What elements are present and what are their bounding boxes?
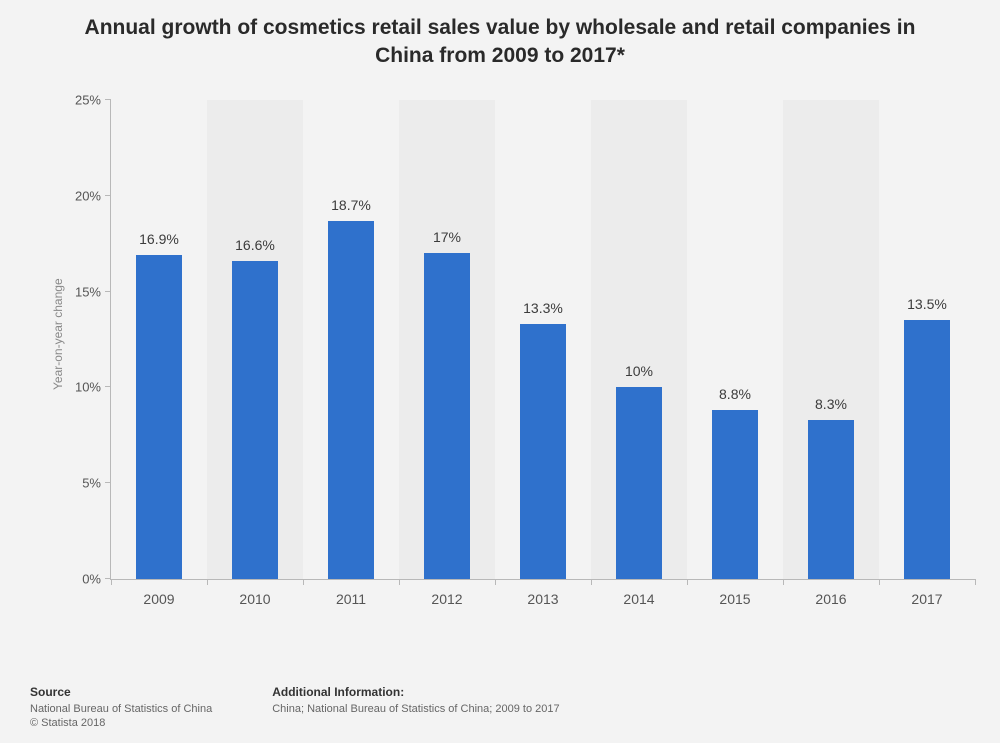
info-line: China; National Bureau of Statistics of … [272, 703, 559, 715]
source-line: © Statista 2018 [30, 717, 212, 729]
x-tick-mark [879, 579, 880, 585]
x-tick-mark [591, 579, 592, 585]
x-tick-mark [111, 579, 112, 585]
x-tick-mark [303, 579, 304, 585]
y-tick-mark [105, 99, 111, 100]
bar: 13.3% [520, 324, 566, 579]
x-tick-label: 2011 [336, 591, 366, 607]
bar-value-label: 13.3% [523, 300, 563, 316]
bar: 18.7% [328, 221, 374, 579]
x-tick-mark [687, 579, 688, 585]
bar-value-label: 8.3% [815, 396, 847, 412]
x-tick-label: 2014 [623, 591, 654, 607]
y-tick-label: 25% [75, 93, 101, 108]
bar: 16.6% [232, 261, 278, 579]
chart-area: Year-on-year change 0%5%10%15%20%25%16.9… [50, 90, 985, 630]
bar-value-label: 16.9% [139, 231, 179, 247]
bar-value-label: 18.7% [331, 197, 371, 213]
y-tick-mark [105, 482, 111, 483]
bar: 16.9% [136, 255, 182, 579]
additional-info-block: Additional Information: China; National … [272, 685, 559, 729]
bar-value-label: 8.8% [719, 386, 751, 402]
bar: 13.5% [904, 320, 950, 579]
source-heading: Source [30, 685, 212, 699]
bar-value-label: 17% [433, 229, 461, 245]
y-tick-label: 0% [82, 572, 101, 587]
y-tick-label: 15% [75, 284, 101, 299]
plot-area: 0%5%10%15%20%25%16.9%200916.6%201018.7%2… [110, 100, 975, 580]
x-tick-mark [975, 579, 976, 585]
bar: 8.8% [712, 410, 758, 579]
bar-value-label: 16.6% [235, 237, 275, 253]
x-tick-label: 2017 [911, 591, 942, 607]
x-tick-mark [495, 579, 496, 585]
chart-container: Annual growth of cosmetics retail sales … [0, 0, 1000, 743]
chart-footer: Source National Bureau of Statistics of … [30, 685, 970, 729]
x-tick-label: 2016 [815, 591, 846, 607]
bar-value-label: 13.5% [907, 296, 947, 312]
bar: 8.3% [808, 420, 854, 579]
x-tick-label: 2009 [143, 591, 174, 607]
x-tick-label: 2013 [527, 591, 558, 607]
x-tick-label: 2010 [239, 591, 270, 607]
y-tick-label: 5% [82, 476, 101, 491]
chart-title: Annual growth of cosmetics retail sales … [0, 0, 1000, 71]
y-tick-mark [105, 386, 111, 387]
x-tick-mark [399, 579, 400, 585]
info-heading: Additional Information: [272, 685, 559, 699]
bar: 10% [616, 387, 662, 579]
y-tick-label: 10% [75, 380, 101, 395]
x-tick-label: 2012 [431, 591, 462, 607]
x-tick-mark [207, 579, 208, 585]
bar-value-label: 10% [625, 363, 653, 379]
y-tick-mark [105, 195, 111, 196]
y-tick-label: 20% [75, 188, 101, 203]
source-block: Source National Bureau of Statistics of … [30, 685, 212, 729]
x-tick-mark [783, 579, 784, 585]
bar: 17% [424, 253, 470, 579]
source-line: National Bureau of Statistics of China [30, 703, 212, 715]
y-axis-label: Year-on-year change [51, 278, 65, 390]
x-tick-label: 2015 [719, 591, 750, 607]
y-tick-mark [105, 291, 111, 292]
